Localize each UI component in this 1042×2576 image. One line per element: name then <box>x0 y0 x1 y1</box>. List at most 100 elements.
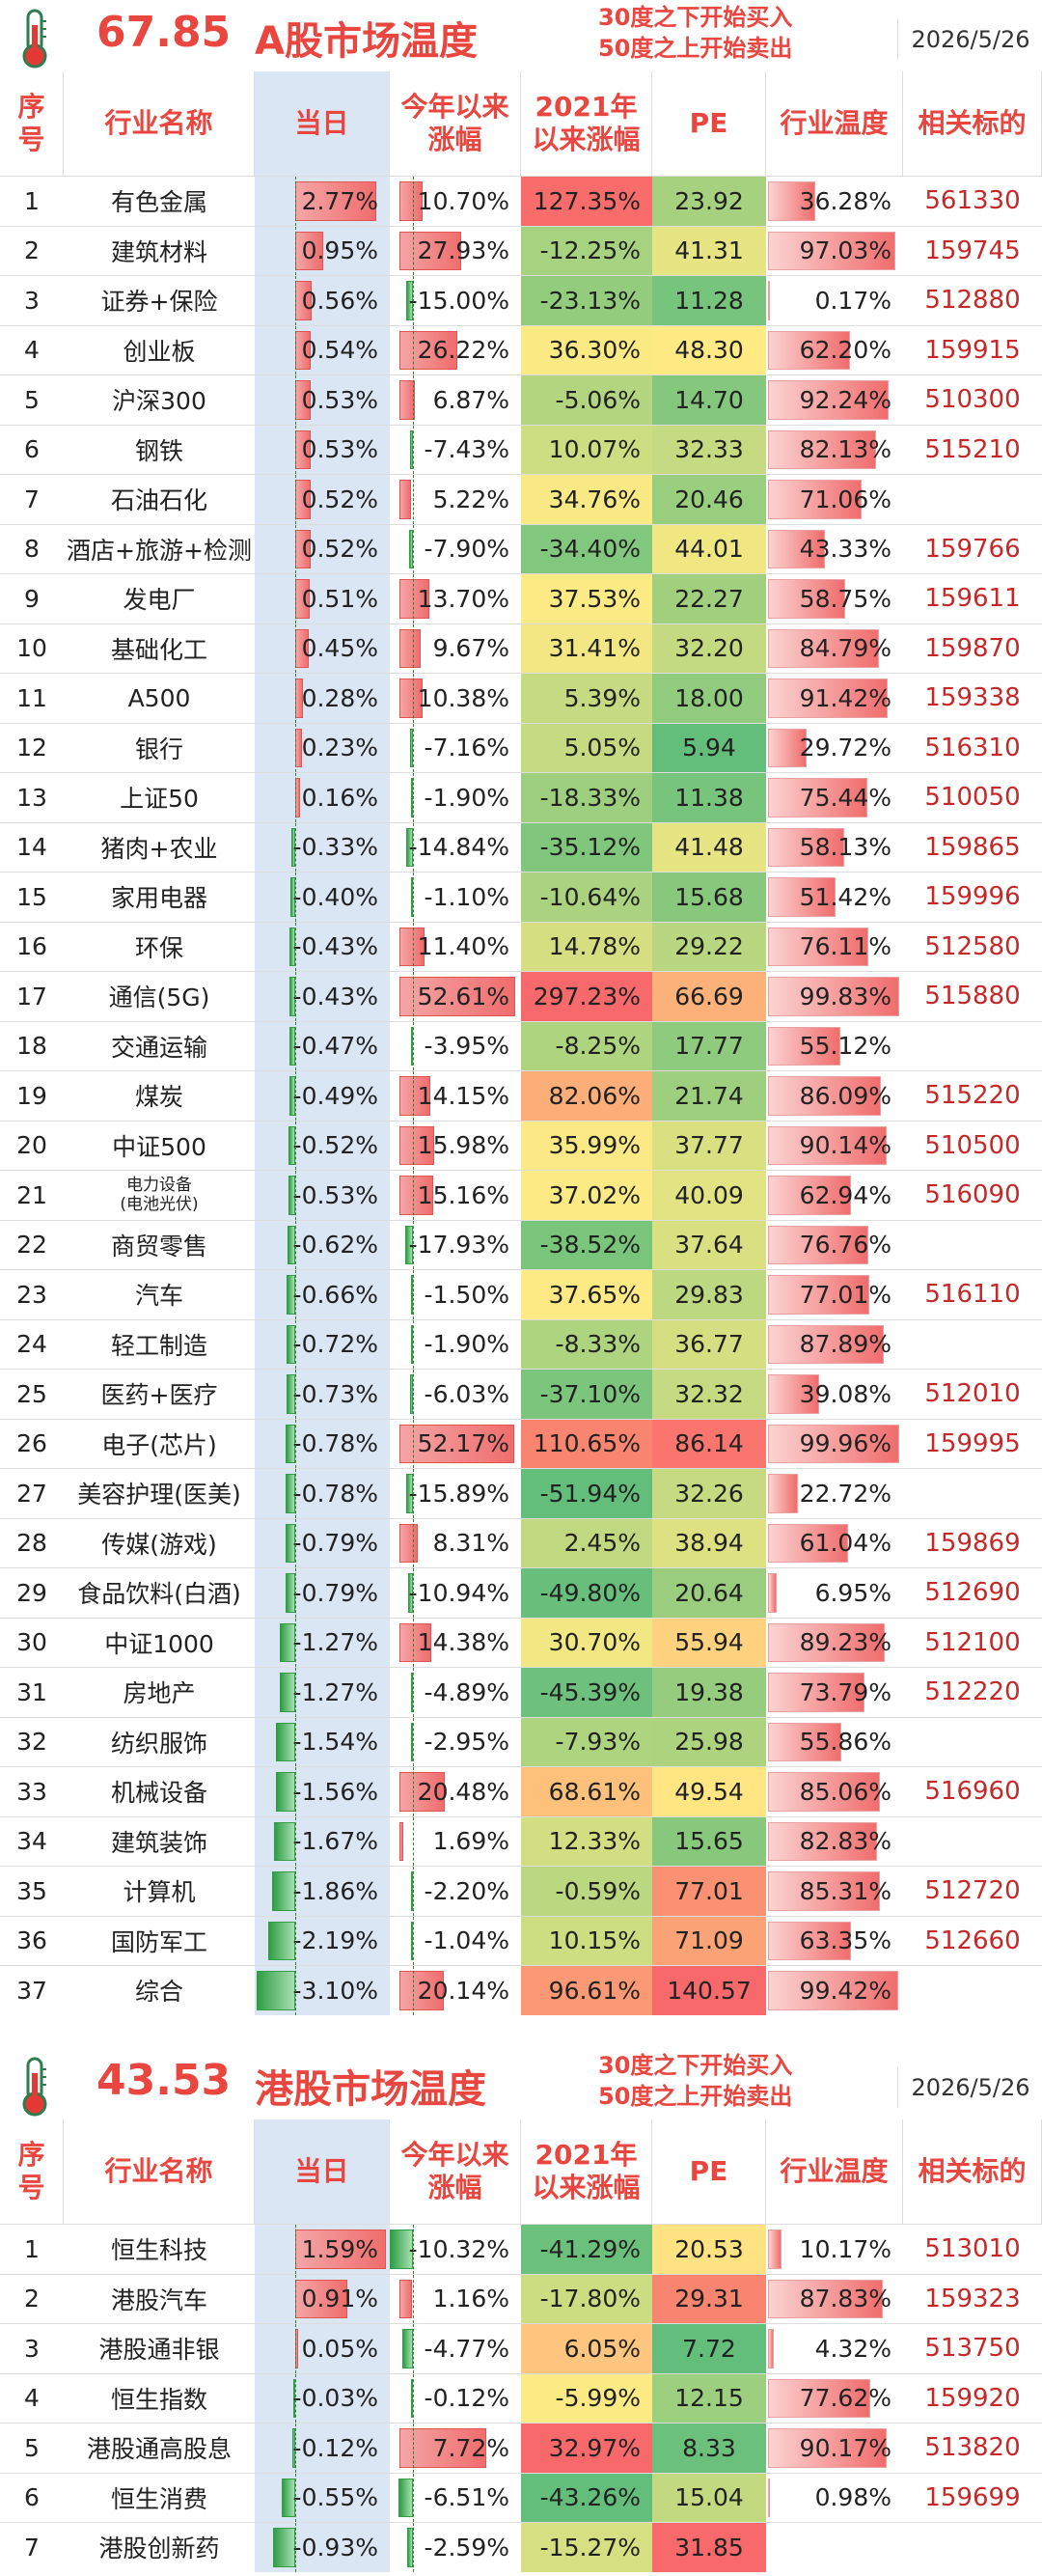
cell-pe: 23.92 <box>652 177 766 226</box>
heat-value: 99.42% <box>799 1976 891 2005</box>
since2021-value: -10.64% <box>539 882 641 911</box>
seq-value: 34 <box>16 1827 47 1856</box>
since2021-value: 37.53% <box>548 584 641 613</box>
cell-name: 石油石化 <box>64 475 255 524</box>
ytd-value: -6.51% <box>424 2483 509 2512</box>
market-temperature: 43.53 <box>96 2056 232 2105</box>
table-row: 16 环保 -0.43% 11.40% 14.78% 29.22 76.11% 512580 <box>0 921 1042 972</box>
cell-ytd: -2.59% <box>390 2523 521 2572</box>
cell-heat: 73.79% <box>766 1668 903 1717</box>
cell-code: 159865 <box>903 823 1042 873</box>
ytd-bar <box>399 181 424 221</box>
cell-since2021: -8.33% <box>521 1319 652 1369</box>
header-since2021-label: 2021年 以来涨幅 <box>532 91 641 155</box>
ytd-axis-line <box>413 2324 414 2373</box>
cell-seq: 24 <box>0 1320 64 1370</box>
ytd-bar <box>411 1324 413 1364</box>
table-row: 34 建筑装饰 -1.67% 1.69% 12.33% 15.65 82.83% <box>0 1815 1042 1866</box>
pe-value: 11.38 <box>674 783 744 812</box>
cell-ytd: -2.95% <box>390 1717 521 1766</box>
today-axis-line <box>295 1867 296 1916</box>
since2021-value: 68.61% <box>548 1777 641 1806</box>
header-code-label: 相关标的 <box>918 2155 1027 2187</box>
cell-code <box>903 1221 1042 1270</box>
cell-heat: 22.72% <box>766 1469 903 1518</box>
cell-heat: 76.11% <box>766 923 903 972</box>
ytd-bar <box>399 628 422 668</box>
cell-since2021: -15.27% <box>521 2523 652 2572</box>
today-bar <box>287 1275 295 1315</box>
pe-value: 77.01 <box>674 1876 744 1905</box>
cell-seq: 14 <box>0 823 64 873</box>
today-bar <box>282 2478 295 2517</box>
cell-code <box>903 1022 1042 1071</box>
since2021-value: 31.41% <box>548 634 641 663</box>
today-axis-line <box>295 375 296 425</box>
ytd-bar <box>399 1821 403 1861</box>
name-value: 美容护理(医美) <box>77 1481 241 1510</box>
ytd-bar <box>399 1176 433 1215</box>
cell-today: -0.49% <box>255 1071 390 1121</box>
heat-value: 87.89% <box>799 1330 891 1359</box>
ytd-axis-line <box>413 623 414 673</box>
ytd-bar <box>399 1523 418 1563</box>
ytd-bar <box>398 2478 413 2517</box>
code-value: 159920 <box>924 2383 1021 2413</box>
today-bar <box>272 1871 295 1911</box>
cell-seq: 7 <box>0 2523 64 2572</box>
cell-ytd: 5.22% <box>390 475 521 524</box>
heat-bar <box>768 1573 778 1613</box>
seq-value: 17 <box>16 982 47 1011</box>
cell-name: 创业板 <box>64 326 255 375</box>
heat-value: 55.86% <box>799 1728 891 1757</box>
seq-value: 3 <box>24 286 40 315</box>
cell-ytd: 1.16% <box>390 2274 521 2323</box>
cell-seq: 1 <box>0 177 64 226</box>
code-value: 515880 <box>924 982 1021 1011</box>
cell-code: 513820 <box>903 2424 1042 2473</box>
cell-code: 513750 <box>903 2324 1042 2373</box>
cell-today: -1.56% <box>255 1767 390 1816</box>
cell-pe: 38.94 <box>652 1518 766 1567</box>
cell-today: -1.27% <box>255 1668 390 1717</box>
today-bar <box>291 2428 295 2468</box>
ytd-axis-line <box>413 922 414 971</box>
heat-bar <box>768 1921 852 1960</box>
ytd-bar <box>411 1722 413 1761</box>
cell-today: 0.51% <box>255 574 390 623</box>
cell-name: 通信(5G) <box>64 972 255 1021</box>
cell-code: 512660 <box>903 1917 1042 1966</box>
since2021-value: -38.52% <box>539 1231 641 1260</box>
table-row: 12 银行 0.23% -7.16% 5.05% 5.94 29.72% 516310 <box>0 722 1042 772</box>
heat-bar <box>768 1821 877 1861</box>
cell-today: -0.79% <box>255 1568 390 1618</box>
cell-since2021: 37.02% <box>521 1171 652 1220</box>
ytd-value: -1.90% <box>424 783 509 812</box>
today-bar <box>288 1026 295 1066</box>
heat-bar <box>768 827 845 867</box>
heat-bar <box>768 1722 841 1761</box>
seq-value: 16 <box>16 932 47 961</box>
cell-since2021: 32.97% <box>521 2424 652 2473</box>
heat-bar <box>768 529 825 568</box>
cell-code: 159745 <box>903 227 1042 276</box>
seq-value: 33 <box>16 1777 47 1806</box>
since2021-value: 35.99% <box>548 1131 641 1160</box>
heat-value: 55.12% <box>799 1032 891 1061</box>
cell-today: 0.91% <box>255 2274 390 2323</box>
table-row: 28 传媒(游戏) -0.79% 8.31% 2.45% 38.94 61.04% 15986… <box>0 1517 1042 1567</box>
cell-seq: 5 <box>0 2424 64 2473</box>
cell-ytd: -1.90% <box>390 1319 521 1369</box>
today-axis-line <box>295 1767 296 1816</box>
cell-pe: 7.72 <box>652 2324 766 2373</box>
today-bar <box>279 1622 295 1662</box>
cell-ytd: 6.87% <box>390 375 521 425</box>
name-value: 港股通高股息 <box>86 2435 232 2464</box>
today-axis-line <box>295 1171 296 1220</box>
header-today: 当日 <box>255 2119 390 2224</box>
cell-today: -0.78% <box>255 1469 390 1518</box>
heat-value: 4.32% <box>814 2334 891 2363</box>
heat-value: 63.35% <box>799 1926 891 1955</box>
cell-today: -0.03% <box>255 2373 390 2423</box>
table-row: 5 沪深300 0.53% 6.87% -5.06% 14.70 92.24% 510300 <box>0 374 1042 425</box>
